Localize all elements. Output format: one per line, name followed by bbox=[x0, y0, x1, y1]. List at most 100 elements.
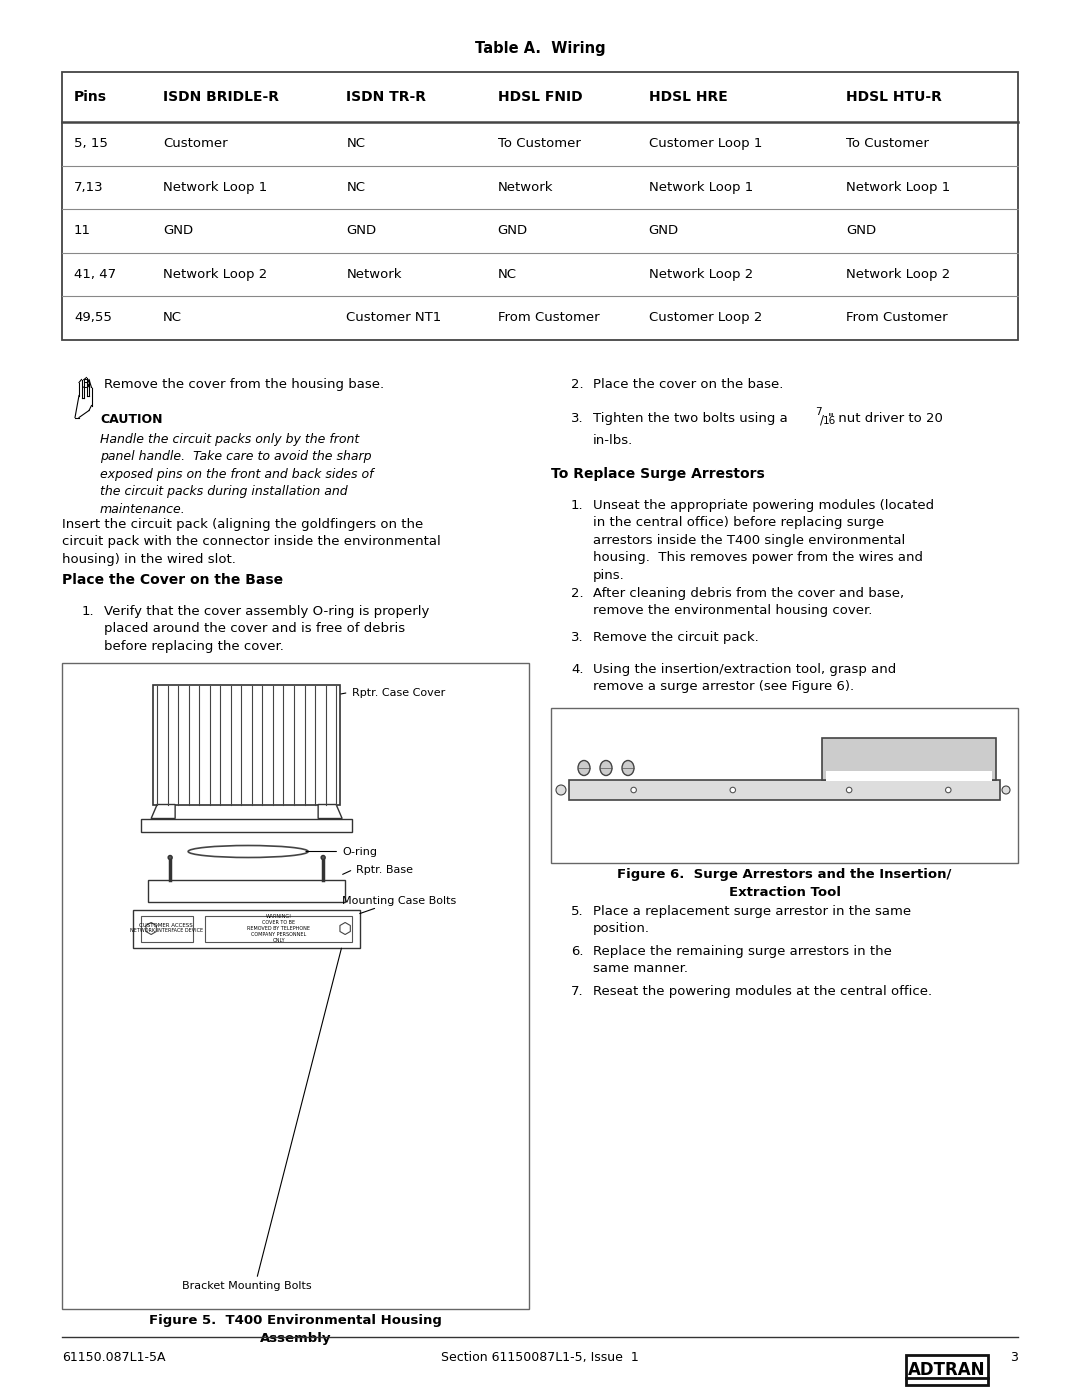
Ellipse shape bbox=[631, 788, 636, 792]
Text: Network Loop 1: Network Loop 1 bbox=[163, 180, 267, 194]
Text: Pins: Pins bbox=[75, 89, 107, 103]
Ellipse shape bbox=[945, 788, 951, 792]
Text: GND: GND bbox=[163, 225, 193, 237]
Text: Figure 5.  T400 Environmental Housing
Assembly: Figure 5. T400 Environmental Housing Ass… bbox=[149, 1315, 442, 1345]
Text: Figure 6.  Surge Arrestors and the Insertion/
Extraction Tool: Figure 6. Surge Arrestors and the Insert… bbox=[618, 868, 951, 898]
Text: 6.: 6. bbox=[571, 944, 583, 957]
Polygon shape bbox=[319, 805, 342, 819]
Text: " nut driver to 20: " nut driver to 20 bbox=[828, 412, 943, 425]
Text: GND: GND bbox=[498, 225, 528, 237]
Ellipse shape bbox=[578, 760, 590, 775]
Text: Unseat the appropriate powering modules (located
in the central office) before r: Unseat the appropriate powering modules … bbox=[593, 499, 934, 581]
Text: WARNING!
COVER TO BE
REMOVED BY TELEPHONE
COMPANY PERSONNEL
ONLY: WARNING! COVER TO BE REMOVED BY TELEPHON… bbox=[247, 915, 310, 943]
Text: 5, 15: 5, 15 bbox=[75, 137, 108, 151]
Bar bbox=[906, 1355, 988, 1384]
Text: To Customer: To Customer bbox=[498, 137, 580, 151]
Bar bbox=[62, 73, 1018, 339]
Text: HDSL HTU-R: HDSL HTU-R bbox=[847, 89, 943, 103]
Text: CAUTION: CAUTION bbox=[100, 412, 162, 426]
Text: Network Loop 2: Network Loop 2 bbox=[649, 268, 753, 281]
Text: From Customer: From Customer bbox=[847, 312, 948, 324]
Text: 1.: 1. bbox=[571, 499, 583, 511]
Bar bbox=[62, 662, 529, 1309]
Text: Section 61150087L1-5, Issue  1: Section 61150087L1-5, Issue 1 bbox=[441, 1351, 639, 1363]
Text: 16: 16 bbox=[823, 415, 836, 426]
Text: Network Loop 1: Network Loop 1 bbox=[847, 180, 950, 194]
Text: Customer Loop 2: Customer Loop 2 bbox=[649, 312, 761, 324]
Text: 41, 47: 41, 47 bbox=[75, 268, 117, 281]
Text: ISDN TR-R: ISDN TR-R bbox=[347, 89, 427, 103]
Ellipse shape bbox=[556, 785, 566, 795]
Bar bbox=[569, 780, 1000, 800]
Text: Reseat the powering modules at the central office.: Reseat the powering modules at the centr… bbox=[593, 985, 932, 997]
Text: Handle the circuit packs only by the front
panel handle.  Take care to avoid the: Handle the circuit packs only by the fro… bbox=[100, 433, 374, 515]
Text: NC: NC bbox=[163, 312, 181, 324]
Ellipse shape bbox=[847, 788, 852, 792]
Text: in-lbs.: in-lbs. bbox=[593, 433, 633, 447]
Ellipse shape bbox=[321, 855, 325, 859]
Text: 11: 11 bbox=[75, 225, 91, 237]
Text: Network Loop 1: Network Loop 1 bbox=[649, 180, 753, 194]
Text: Network Loop 2: Network Loop 2 bbox=[163, 268, 267, 281]
Text: Verify that the cover assembly O-ring is properly
placed around the cover and is: Verify that the cover assembly O-ring is… bbox=[104, 605, 430, 652]
Bar bbox=[148, 880, 346, 901]
Bar bbox=[141, 819, 352, 831]
Text: 3: 3 bbox=[1010, 1351, 1018, 1363]
Text: NC: NC bbox=[347, 137, 365, 151]
Text: Replace the remaining surge arrestors in the
same manner.: Replace the remaining surge arrestors in… bbox=[593, 944, 892, 975]
Text: CUSTOMER ACCESS: CUSTOMER ACCESS bbox=[139, 922, 193, 928]
Text: 5.: 5. bbox=[571, 904, 583, 918]
Text: GND: GND bbox=[347, 225, 377, 237]
Text: Customer Loop 1: Customer Loop 1 bbox=[649, 137, 761, 151]
Text: GND: GND bbox=[649, 225, 678, 237]
Text: Remove the circuit pack.: Remove the circuit pack. bbox=[593, 630, 759, 644]
Text: HDSL FNID: HDSL FNID bbox=[498, 89, 582, 103]
Text: Rptr. Case Cover: Rptr. Case Cover bbox=[352, 687, 445, 697]
Text: Remove the cover from the housing base.: Remove the cover from the housing base. bbox=[104, 377, 384, 391]
Text: 3.: 3. bbox=[571, 630, 583, 644]
Text: NC: NC bbox=[498, 268, 516, 281]
Text: Place the cover on the base.: Place the cover on the base. bbox=[593, 377, 783, 391]
Text: 4.: 4. bbox=[571, 662, 583, 676]
Text: 7,13: 7,13 bbox=[75, 180, 104, 194]
Text: GND: GND bbox=[847, 225, 877, 237]
Ellipse shape bbox=[622, 760, 634, 775]
Text: Customer: Customer bbox=[163, 137, 228, 151]
Text: 7: 7 bbox=[815, 407, 822, 416]
Ellipse shape bbox=[600, 760, 612, 775]
Text: Insert the circuit pack (aligning the goldfingers on the
circuit pack with the c: Insert the circuit pack (aligning the go… bbox=[62, 517, 441, 566]
Text: 2.: 2. bbox=[571, 587, 583, 599]
Text: After cleaning debris from the cover and base,
remove the environmental housing : After cleaning debris from the cover and… bbox=[593, 587, 904, 617]
Text: Rptr. Base: Rptr. Base bbox=[356, 865, 414, 875]
Text: Tighten the two bolts using a: Tighten the two bolts using a bbox=[593, 412, 787, 425]
Ellipse shape bbox=[188, 845, 308, 858]
Text: HDSL HRE: HDSL HRE bbox=[649, 89, 727, 103]
Text: ADTRAN: ADTRAN bbox=[908, 1361, 986, 1379]
Text: O-ring: O-ring bbox=[342, 847, 377, 856]
Bar bbox=[141, 915, 193, 942]
Text: Place the Cover on the Base: Place the Cover on the Base bbox=[62, 573, 283, 587]
Bar bbox=[551, 707, 1018, 862]
Text: /: / bbox=[820, 414, 824, 426]
Text: Customer NT1: Customer NT1 bbox=[347, 312, 442, 324]
Text: Network Loop 2: Network Loop 2 bbox=[847, 268, 950, 281]
Text: To Customer: To Customer bbox=[847, 137, 929, 151]
Text: 1.: 1. bbox=[82, 605, 95, 617]
Text: From Customer: From Customer bbox=[498, 312, 599, 324]
Bar bbox=[826, 771, 993, 781]
Text: Mounting Case Bolts: Mounting Case Bolts bbox=[342, 895, 457, 905]
Text: Bracket Mounting Bolts: Bracket Mounting Bolts bbox=[181, 1281, 311, 1291]
Text: Network: Network bbox=[498, 180, 553, 194]
Polygon shape bbox=[151, 805, 175, 819]
Ellipse shape bbox=[1002, 787, 1010, 793]
Text: 7.: 7. bbox=[571, 985, 583, 997]
Text: 49,55: 49,55 bbox=[75, 312, 112, 324]
Text: 3.: 3. bbox=[571, 412, 583, 425]
Ellipse shape bbox=[168, 855, 172, 859]
Bar bbox=[822, 738, 996, 780]
Text: 2.: 2. bbox=[571, 377, 583, 391]
Text: NETWORK INTERFACE DEVICE: NETWORK INTERFACE DEVICE bbox=[130, 928, 203, 933]
Text: To Replace Surge Arrestors: To Replace Surge Arrestors bbox=[551, 467, 765, 481]
Text: 61150.087L1-5A: 61150.087L1-5A bbox=[62, 1351, 165, 1363]
Text: Table A.  Wiring: Table A. Wiring bbox=[475, 41, 605, 56]
